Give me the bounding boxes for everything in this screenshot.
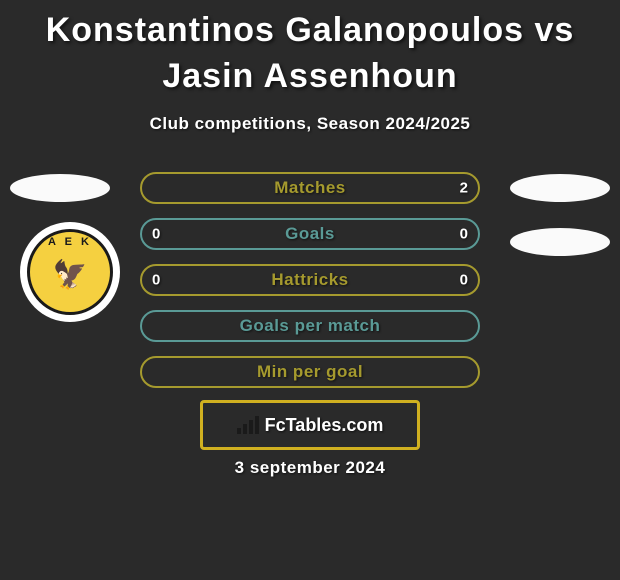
stats-table: Matches 2 0 Goals 0 0 Hattricks 0 Goals per matc… — [140, 172, 480, 402]
brand-box: FcTables.com — [200, 400, 420, 450]
player-left-avatar-placeholder — [10, 174, 110, 202]
stat-label: Goals — [285, 224, 335, 244]
page-title: Konstantinos Galanopoulos vs Jasin Assen… — [0, 0, 620, 100]
stat-label: Min per goal — [257, 362, 363, 382]
stat-label: Matches — [274, 178, 346, 198]
chart-icon — [237, 416, 259, 434]
date-label: 3 september 2024 — [0, 458, 620, 478]
club-left-badge: A E K 🦅 — [20, 222, 120, 322]
stat-label: Hattricks — [271, 270, 348, 290]
stat-row: Min per goal — [140, 356, 480, 388]
stat-right-value: 0 — [460, 272, 468, 289]
stat-row: Goals per match — [140, 310, 480, 342]
stat-left-value: 0 — [152, 272, 160, 289]
player-right-avatar-placeholder — [510, 174, 610, 202]
stat-label: Goals per match — [240, 316, 381, 336]
stat-right-value: 2 — [460, 180, 468, 197]
stat-left-value: 0 — [152, 226, 160, 243]
page-subtitle: Club competitions, Season 2024/2025 — [0, 114, 620, 134]
brand-text: FcTables.com — [265, 415, 384, 436]
club-right-badge-placeholder — [510, 228, 610, 256]
club-left-text: A E K — [48, 236, 92, 248]
stat-right-value: 0 — [460, 226, 468, 243]
stat-row: Matches 2 — [140, 172, 480, 204]
club-eagle-icon: 🦅 — [53, 261, 88, 289]
stat-row: 0 Goals 0 — [140, 218, 480, 250]
stat-row: 0 Hattricks 0 — [140, 264, 480, 296]
